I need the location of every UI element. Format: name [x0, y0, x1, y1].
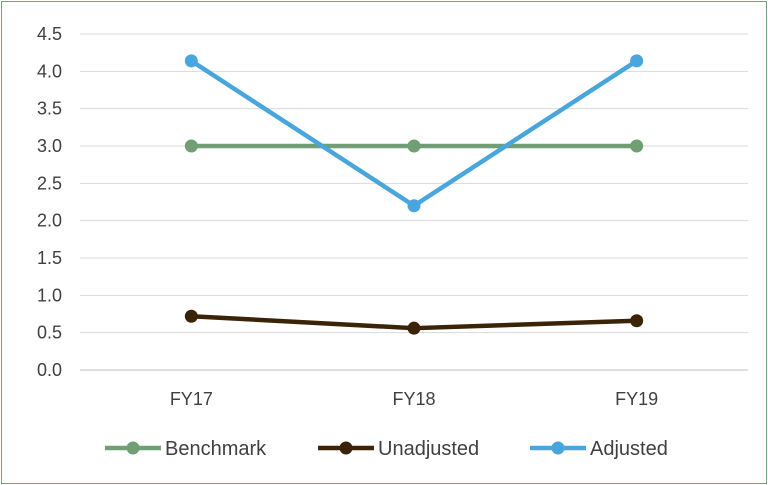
benchmark-legend-label: Benchmark [165, 438, 267, 460]
unadjusted-legend-label: Unadjusted [378, 438, 479, 460]
y-tick-label: 2.5 [37, 173, 62, 193]
y-axis-ticks: 0.0 0.5 1.0 1.5 2.0 2.5 3.0 3.5 4.0 4.5 [37, 24, 62, 380]
legend: Benchmark Unadjusted Adjusted [105, 438, 668, 460]
adjusted-data-point [630, 54, 644, 68]
x-tick-label: FY19 [615, 389, 658, 409]
y-tick-label: 2.0 [37, 211, 62, 231]
y-tick-label: 3.0 [37, 136, 62, 156]
unadjusted-legend-marker [339, 441, 353, 455]
benchmark-data-point [184, 139, 198, 153]
y-tick-label: 4.0 [37, 61, 62, 81]
adjusted-legend-marker [551, 441, 565, 455]
unadjusted-data-point [407, 321, 421, 335]
y-tick-label: 1.0 [37, 285, 62, 305]
benchmark-data-point [630, 139, 644, 153]
y-tick-label: 0.0 [37, 360, 62, 380]
x-tick-label: FY17 [170, 389, 213, 409]
y-tick-label: 3.5 [37, 99, 62, 119]
y-tick-label: 4.5 [37, 24, 62, 44]
benchmark-legend-marker [126, 441, 140, 455]
adjusted-legend-label: Adjusted [590, 438, 668, 460]
series-lines [184, 54, 644, 335]
adjusted-data-point [407, 199, 421, 213]
unadjusted-data-point [630, 314, 644, 328]
adjusted-series-line [189, 58, 639, 208]
y-tick-label: 1.5 [37, 248, 62, 268]
y-tick-label: 0.5 [37, 323, 62, 343]
unadjusted-data-point [184, 309, 198, 323]
benchmark-data-point [407, 139, 421, 153]
adjusted-data-point [184, 54, 198, 68]
x-axis-ticks: FY17 FY18 FY19 [170, 389, 658, 409]
x-tick-label: FY18 [392, 389, 435, 409]
